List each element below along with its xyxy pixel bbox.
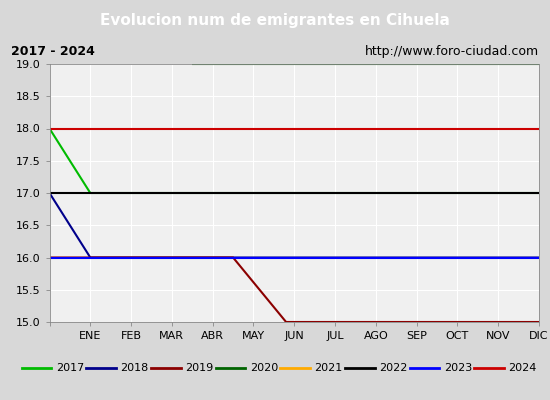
2017: [536, 191, 542, 196]
Text: 2017: 2017: [56, 363, 84, 373]
Text: 2022: 2022: [379, 363, 408, 373]
Line: 2019: 2019: [50, 258, 539, 322]
Text: http://www.foro-ciudad.com: http://www.foro-ciudad.com: [365, 45, 539, 58]
2017: [87, 191, 94, 196]
2018: [536, 255, 542, 260]
Line: 2017: 2017: [50, 128, 539, 193]
2020: [189, 62, 196, 66]
2019: [283, 320, 289, 324]
2018: [46, 191, 53, 196]
2018: [87, 255, 94, 260]
2019: [46, 255, 53, 260]
Text: 2020: 2020: [250, 363, 278, 373]
2017: [46, 126, 53, 131]
Text: 2024: 2024: [508, 363, 537, 373]
Text: 2018: 2018: [120, 363, 148, 373]
2020: [536, 62, 542, 66]
Line: 2018: 2018: [50, 193, 539, 258]
Text: 2023: 2023: [444, 363, 472, 373]
2019: [230, 255, 236, 260]
2019: [536, 320, 542, 324]
Text: Evolucion num de emigrantes en Cihuela: Evolucion num de emigrantes en Cihuela: [100, 14, 450, 28]
Text: 2021: 2021: [315, 363, 343, 373]
Text: 2017 - 2024: 2017 - 2024: [11, 45, 95, 58]
Text: 2019: 2019: [185, 363, 213, 373]
